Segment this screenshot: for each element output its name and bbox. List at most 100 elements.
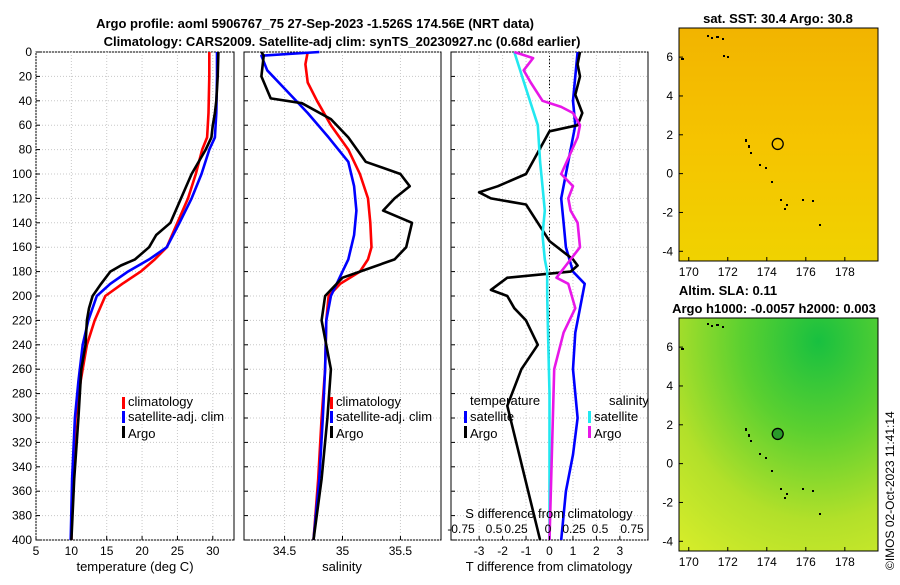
top-x-tick-label: 0.75	[620, 522, 644, 536]
top-x-tick-label: 0	[545, 522, 552, 536]
figure-title-line2: Climatology: CARS2009. Satellite-adj cli…	[104, 34, 581, 49]
y-tick-label: 0	[25, 45, 32, 59]
map-x-tick-label: 174	[757, 555, 777, 569]
x-tick-label: 34.5	[273, 544, 297, 558]
map-y-tick-label: 0	[666, 167, 673, 181]
map-y-tick-label: -4	[662, 534, 673, 548]
x-tick-label: 1	[570, 544, 577, 558]
sst-map-title: sat. SST: 30.4 Argo: 30.8	[703, 11, 853, 26]
y-tick-label: 120	[12, 191, 32, 205]
sla-map-title: Altim. SLA: 0.11	[679, 283, 777, 298]
y-tick-label: 280	[12, 387, 32, 401]
sla-map-panel: Altim. SLA: 0.11 Argo h1000: -0.0057 h20…	[662, 283, 879, 569]
imos-credit: ©IMOS 02-Oct-2023 11:41:14	[883, 411, 897, 570]
x-tick-label: 2	[593, 544, 600, 558]
legend-swatch-argo	[122, 426, 125, 438]
sla-map-subtitle: Argo h1000: -0.0057 h2000: 0.003	[672, 301, 876, 316]
legend-swatch-climatology	[330, 397, 333, 409]
difference-xlabel: T difference from climatology	[466, 559, 633, 574]
legend-swatch-t-satellite	[464, 411, 467, 423]
x-tick-label: -2	[497, 544, 508, 558]
map-x-tick-label: 174	[757, 265, 777, 279]
legend-climatology: climatology	[336, 394, 402, 409]
coastline	[681, 323, 821, 515]
map-y-tick-label: 2	[666, 418, 673, 432]
x-tick-label: 10	[65, 544, 79, 558]
argo-location-marker	[771, 427, 784, 441]
series-line-satellite-adj-clim	[260, 50, 358, 541]
salinity-legend: climatology satellite-adj. clim Argo	[330, 394, 432, 441]
map-x-tick-label: 170	[679, 265, 699, 279]
y-tick-label: 220	[12, 313, 32, 327]
y-tick-label: 360	[12, 484, 32, 498]
temperature-panel: 0 20 40 60 80 100 120 140 160 180 200 220 240 260 280 3…	[12, 45, 235, 574]
series-line-argo	[70, 51, 220, 541]
series-line-argo	[260, 51, 414, 541]
y-tick-label: 180	[12, 265, 32, 279]
legend-swatch-satellite	[122, 411, 125, 423]
top-x-tick-label: 0.5	[486, 522, 503, 536]
x-tick-label: 25	[171, 544, 185, 558]
difference-panel: -3 -2 -1 0 1 2 3-0.75 0.5 0.25 0 0.25 0.5 0.75 T dif…	[447, 50, 649, 574]
argo-location-marker	[771, 137, 784, 151]
y-tick-label: 40	[19, 94, 33, 108]
map-y-tick-label: 4	[666, 89, 673, 103]
map-y-tick-label: 6	[666, 50, 673, 64]
sst-map-panel: sat. SST: 30.4 Argo: 30.8 170 172 174 176 17…	[662, 11, 879, 279]
y-tick-label: 400	[12, 533, 32, 547]
temperature-xlabel: temperature (deg C)	[76, 559, 193, 574]
map-y-tick-label: -4	[662, 244, 673, 258]
x-tick-label: 35.5	[389, 544, 413, 558]
x-tick-label: 35	[336, 544, 350, 558]
sst-field	[678, 27, 879, 262]
y-tick-label: 200	[12, 289, 32, 303]
map-x-tick-label: 178	[835, 265, 855, 279]
legend-swatch-satellite	[330, 411, 333, 423]
legend-s-satellite: satellite	[594, 409, 638, 424]
x-tick-label: 5	[33, 544, 40, 558]
legend-title-temperature: temperature	[470, 393, 540, 408]
y-tick-label: 100	[12, 167, 32, 181]
series-line-satellite-adj-clim	[69, 52, 219, 541]
top-x-tick-label: 0.25	[562, 522, 586, 536]
legend-swatch-argo	[330, 426, 333, 438]
difference-legend: temperature salinity satellite Argo sate…	[464, 393, 649, 441]
legend-swatch-s-satellite	[588, 411, 591, 423]
y-tick-label: 300	[12, 411, 32, 425]
top-x-tick-label: -0.75	[447, 522, 475, 536]
y-tick-label: 380	[12, 509, 32, 523]
y-tick-label: 240	[12, 338, 32, 352]
map-y-tick-label: 2	[666, 128, 673, 142]
map-x-tick-label: 172	[718, 265, 738, 279]
x-tick-label: 0	[546, 544, 553, 558]
figure-title-line1: Argo profile: aoml 5906767_75 27-Sep-202…	[96, 16, 534, 31]
map-x-tick-label: 176	[796, 555, 816, 569]
x-tick-label: 20	[135, 544, 149, 558]
top-x-tick-label: 0.25	[504, 522, 528, 536]
y-tick-label: 320	[12, 435, 32, 449]
y-tick-label: 140	[12, 216, 32, 230]
legend-satellite-adj-clim: satellite-adj. clim	[128, 409, 224, 424]
series-line-s-satellite	[513, 51, 551, 540]
y-tick-label: 60	[19, 118, 33, 132]
x-tick-label: 15	[100, 544, 114, 558]
map-x-tick-label: 178	[835, 555, 855, 569]
legend-t-satellite: satellite	[470, 409, 514, 424]
difference-top-xlabel: S difference from climatology	[465, 506, 633, 521]
map-x-tick-label: 172	[718, 555, 738, 569]
x-tick-label: 30	[206, 544, 220, 558]
legend-climatology: climatology	[128, 394, 194, 409]
legend-title-salinity: salinity	[609, 393, 649, 408]
legend-swatch-s-argo	[588, 426, 591, 438]
legend-swatch-t-argo	[464, 426, 467, 438]
x-tick-label: -1	[521, 544, 532, 558]
y-tick-label: 340	[12, 460, 32, 474]
coastline	[681, 35, 821, 226]
legend-s-argo: Argo	[594, 426, 621, 441]
y-tick-label: 260	[12, 362, 32, 376]
series-line-s-argo	[513, 50, 582, 541]
legend-swatch-climatology	[122, 397, 125, 409]
map-y-tick-label: 0	[666, 457, 673, 471]
temperature-legend: climatology satellite-adj. clim Argo	[122, 394, 224, 441]
